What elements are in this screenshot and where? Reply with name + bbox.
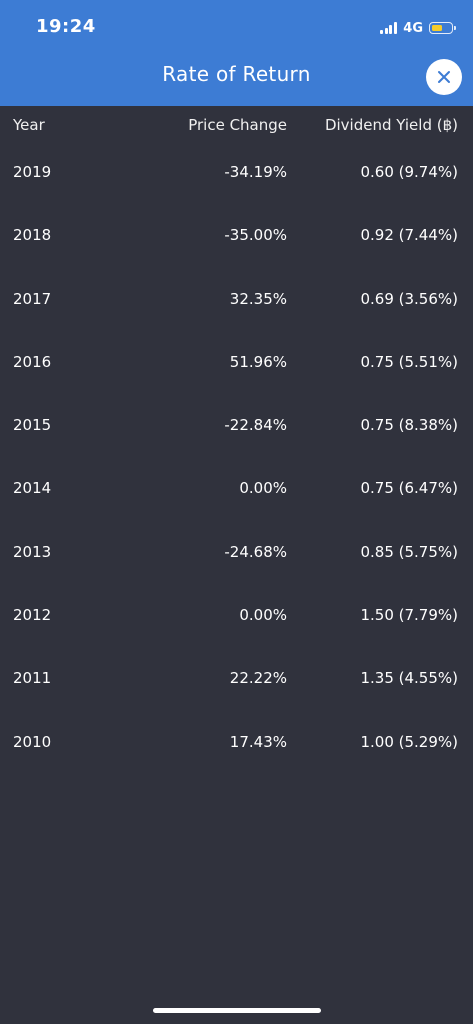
row-dividend-yield: 0.69 (3.56%): [360, 289, 458, 308]
row-dividend-yield: 0.85 (5.75%): [360, 542, 458, 561]
row-price-change: 0.00%: [239, 479, 287, 498]
row-year: 2014: [13, 479, 52, 498]
row-year: 2015: [13, 416, 52, 435]
table-row: 2013 -24.68% 0.85 (5.75%): [0, 523, 473, 586]
table-rows: 2019 -34.19% 0.60 (9.74%) 2018 -35.00% 0…: [0, 143, 473, 776]
row-year: 2010: [13, 732, 52, 751]
battery-fill: [431, 24, 443, 31]
status-time: 19:24: [36, 16, 96, 37]
table-row: 2010 17.43% 1.00 (5.29%): [0, 713, 473, 776]
row-year: 2017: [13, 289, 52, 308]
row-year: 2011: [13, 669, 52, 688]
row-price-change: -34.19%: [224, 163, 287, 181]
column-header-dividend-yield: Dividend Yield (฿): [324, 116, 458, 134]
row-price-change: -22.84%: [224, 416, 287, 435]
battery-icon: [429, 22, 456, 34]
row-dividend-yield: 0.75 (5.51%): [360, 352, 458, 371]
row-year: 2013: [13, 542, 52, 561]
table-row: 2016 51.96% 0.75 (5.51%): [0, 333, 473, 396]
close-x-icon: [438, 71, 450, 83]
row-price-change: 22.22%: [229, 669, 287, 688]
row-dividend-yield: 0.75 (8.38%): [360, 416, 458, 435]
table-row: 2014 0.00% 0.75 (6.47%): [0, 459, 473, 522]
page-title: Rate of Return: [162, 62, 311, 86]
row-price-change: 32.35%: [229, 289, 287, 308]
row-year: 2016: [13, 352, 52, 371]
row-year: 2019: [13, 163, 52, 181]
table-row: 2012 0.00% 1.50 (7.79%): [0, 586, 473, 649]
table-row: 2017 32.35% 0.69 (3.56%): [0, 270, 473, 333]
table-row: 2019 -34.19% 0.60 (9.74%): [0, 143, 473, 206]
row-dividend-yield: 0.92 (7.44%): [360, 226, 458, 245]
row-dividend-yield: 1.00 (5.29%): [360, 732, 458, 751]
table-row: 2015 -22.84% 0.75 (8.38%): [0, 396, 473, 459]
table-header: Year Price Change Dividend Yield (฿): [0, 106, 473, 142]
column-header-year: Year: [13, 116, 45, 134]
row-price-change: 17.43%: [229, 732, 287, 751]
row-dividend-yield: 0.60 (9.74%): [360, 163, 458, 181]
rate-of-return-table: Year Price Change Dividend Yield (฿) 201…: [0, 106, 473, 751]
table-row: 2018 -35.00% 0.92 (7.44%): [0, 206, 473, 269]
table-row: 2011 22.22% 1.35 (4.55%): [0, 649, 473, 712]
home-indicator[interactable]: [153, 1008, 321, 1013]
row-year: 2012: [13, 606, 52, 625]
row-price-change: -24.68%: [224, 542, 287, 561]
row-price-change: -35.00%: [224, 226, 287, 245]
row-year: 2018: [13, 226, 52, 245]
row-dividend-yield: 1.50 (7.79%): [360, 606, 458, 625]
network-label: 4G: [403, 20, 423, 36]
app-header: 19:24 4G Rate of Return: [0, 0, 473, 106]
column-header-price-change: Price Change: [188, 116, 287, 134]
close-button[interactable]: [426, 59, 462, 95]
signal-icon: [380, 22, 398, 34]
row-price-change: 0.00%: [239, 606, 287, 625]
row-dividend-yield: 1.35 (4.55%): [360, 669, 458, 688]
status-icons: 4G: [380, 18, 456, 38]
row-price-change: 51.96%: [229, 352, 287, 371]
row-dividend-yield: 0.75 (6.47%): [360, 479, 458, 498]
